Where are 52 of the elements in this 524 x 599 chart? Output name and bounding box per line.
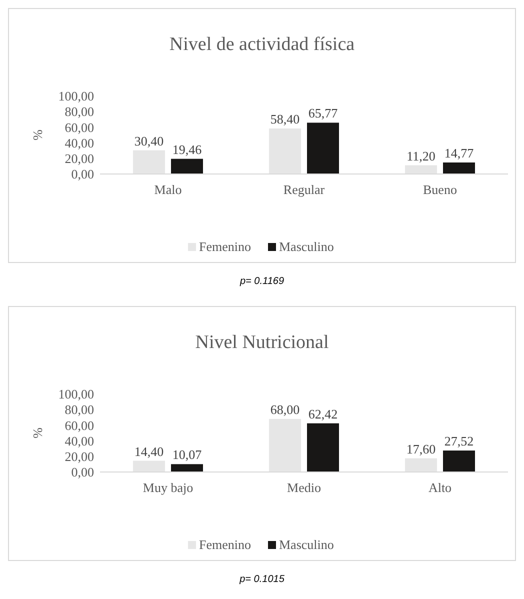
bar (133, 460, 165, 472)
bar (443, 450, 475, 472)
text: p= 0.1169 (238, 276, 284, 287)
y-tick-label: 20,00 (64, 448, 94, 464)
y-axis-title: % (30, 427, 45, 438)
y-tick-label: 100,00 (58, 386, 94, 402)
chart-title: Nivel de actividad física (169, 34, 356, 55)
data-label: 14,40 (134, 444, 164, 459)
bar (307, 423, 339, 472)
x-tick-label: Alto (428, 480, 452, 495)
data-label: 62,42 (308, 406, 338, 422)
bar (443, 162, 475, 174)
x-tick-label: Malo (154, 182, 182, 197)
data-label: 27,52 (444, 434, 474, 449)
bar (171, 158, 203, 174)
y-tick-label: 80,00 (64, 104, 94, 120)
bar (307, 122, 339, 174)
y-tick-label: 0,00 (71, 464, 94, 480)
y-tick-label: 80,00 (64, 402, 94, 418)
data-label: 30,40 (134, 133, 164, 148)
y-tick-label: 100,00 (58, 88, 94, 104)
bar (269, 418, 301, 472)
data-label: 11,20 (406, 148, 436, 164)
data-label: 65,77 (308, 106, 338, 121)
legend-label: Femenino (199, 239, 251, 254)
legend-label: Masculino (279, 239, 334, 254)
y-tick-label: 40,00 (64, 135, 94, 150)
y-tick-label: 60,00 (64, 418, 94, 433)
y-tick-label: 40,00 (64, 433, 94, 448)
text: p= 0.1015 (238, 574, 285, 585)
bar (405, 165, 437, 174)
bar (269, 128, 301, 174)
y-tick-label: 60,00 (64, 120, 94, 135)
legend-label: Femenino (199, 537, 251, 552)
y-tick-label: 0,00 (71, 166, 94, 182)
bar (405, 458, 437, 472)
x-tick-label: Medio (287, 480, 321, 495)
chart-title: Nivel Nutricional (195, 332, 329, 353)
data-label: 19,46 (172, 142, 202, 157)
x-tick-label: Regular (283, 182, 326, 197)
legend-label: Masculino (279, 537, 334, 552)
data-label: 14,77 (444, 145, 474, 160)
bar (171, 464, 203, 472)
data-label: 68,00 (270, 402, 300, 417)
data-label: 10,07 (172, 447, 202, 462)
x-tick-label: Bueno (423, 182, 457, 197)
y-tick-label: 20,00 (64, 150, 94, 166)
data-label: 58,40 (270, 111, 300, 126)
data-label: 17,60 (406, 441, 436, 456)
y-axis-title: % (30, 129, 45, 140)
bar (133, 150, 165, 174)
x-tick-label: Muy bajo (142, 480, 194, 495)
